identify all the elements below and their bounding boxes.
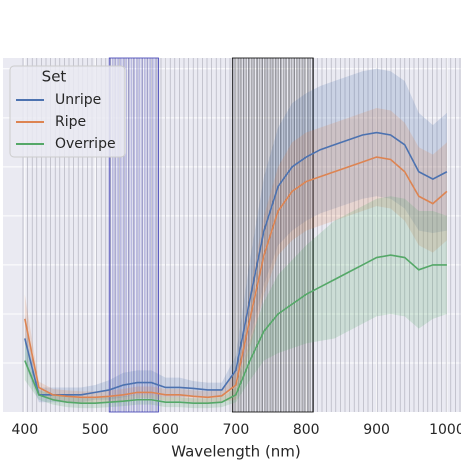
confidence-band (24, 68, 447, 403)
x-tick-label: 700 (223, 422, 250, 438)
series-line (24, 131, 448, 396)
x-tick-label: 600 (152, 422, 179, 438)
x-tick-label: 900 (363, 422, 390, 438)
legend-box (9, 65, 126, 158)
x-tick-label: 500 (82, 422, 109, 438)
legend: Set Unripe Ripe Overripe (9, 65, 126, 158)
x-axis-label: Wavelength (nm) (171, 443, 301, 461)
legend-label: Overripe (55, 136, 116, 152)
x-tick-label: 400 (11, 422, 38, 438)
legend-label: Unripe (55, 92, 101, 108)
x-tick-label: 800 (293, 422, 320, 438)
legend-label: Ripe (55, 114, 86, 130)
x-tick-label: 1000 (429, 422, 461, 438)
legend-title: Set (42, 68, 67, 86)
confidence-band (24, 196, 447, 409)
confidence-band (24, 108, 447, 404)
series-line (24, 254, 447, 404)
highlight-region (108, 57, 159, 413)
highlight-region (231, 57, 314, 413)
series-line (24, 156, 448, 399)
